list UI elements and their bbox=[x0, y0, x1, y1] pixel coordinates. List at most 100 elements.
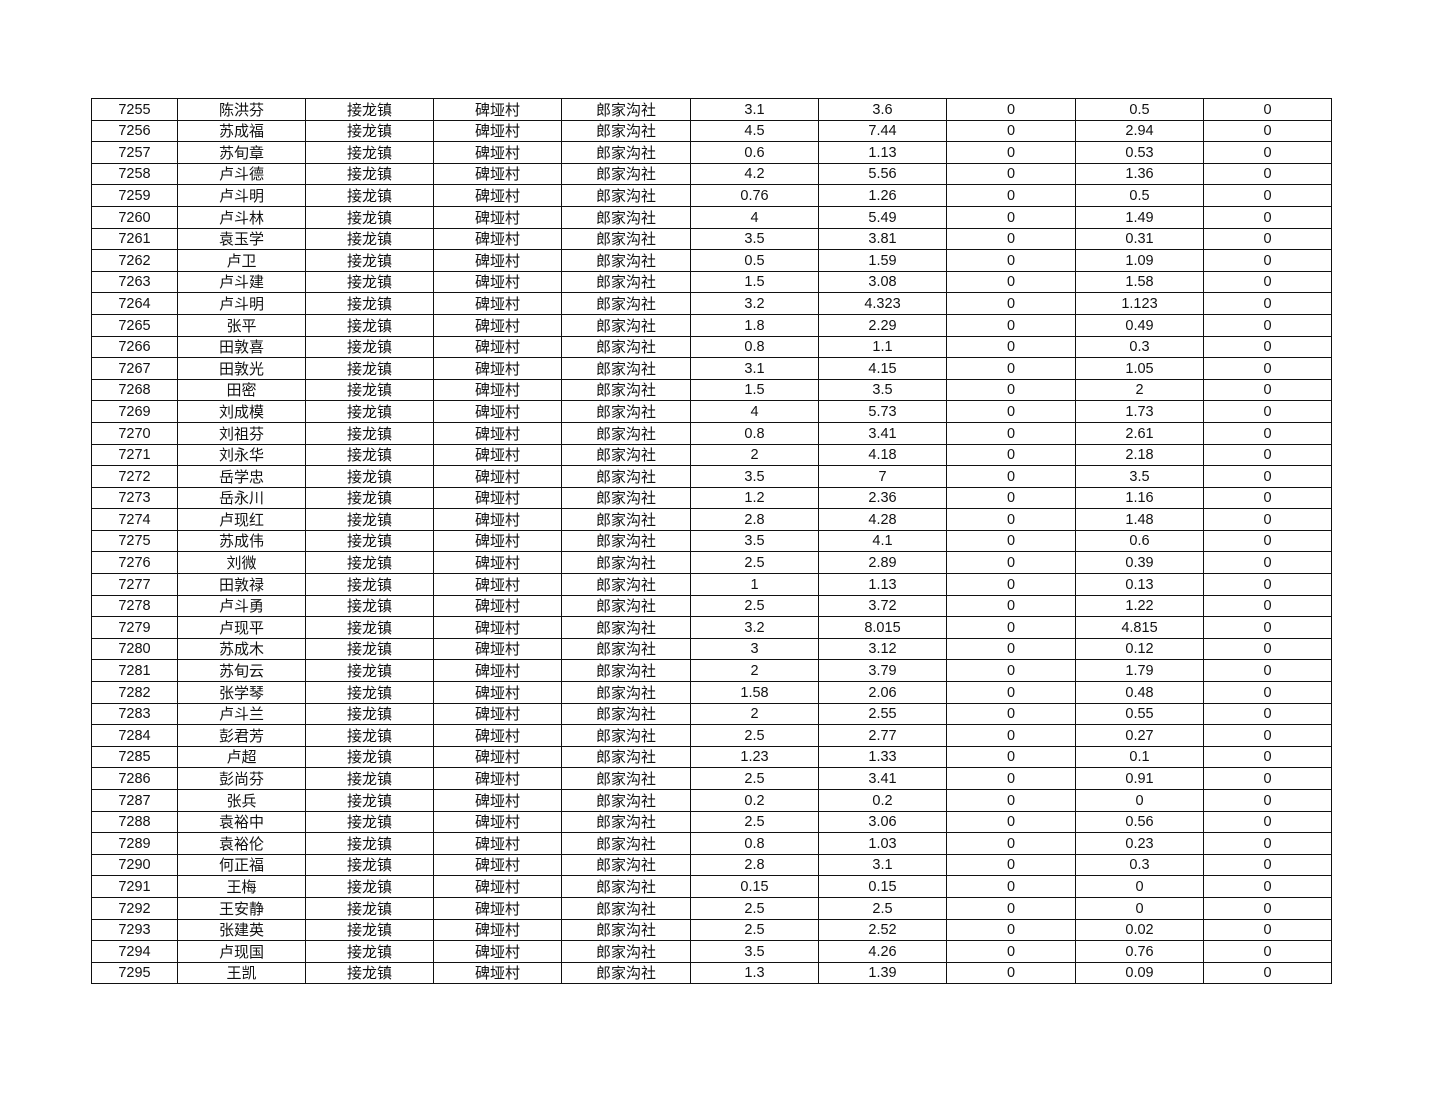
cell-town: 接龙镇 bbox=[305, 918, 434, 942]
cell-group: 郎家沟社 bbox=[561, 594, 691, 618]
cell-col-7: 2.52 bbox=[818, 918, 947, 942]
cell-name: 卢现平 bbox=[177, 616, 306, 639]
cell-name: 陈洪芬 bbox=[177, 98, 306, 121]
cell-name: 卢斗勇 bbox=[177, 594, 306, 618]
cell-col-8: 0 bbox=[946, 810, 1076, 834]
cell-town: 接龙镇 bbox=[305, 659, 434, 683]
cell-town: 接龙镇 bbox=[305, 896, 434, 920]
cell-col-10: 0 bbox=[1203, 335, 1332, 359]
cell-col-10: 0 bbox=[1203, 594, 1332, 618]
cell-col-8: 0 bbox=[946, 529, 1076, 553]
cell-col-7: 7 bbox=[818, 465, 947, 488]
cell-id: 7272 bbox=[91, 465, 178, 488]
cell-col-6: 2.5 bbox=[690, 918, 819, 942]
cell-col-10: 0 bbox=[1203, 400, 1332, 423]
cell-village: 碑垭村 bbox=[433, 335, 562, 359]
cell-group: 郎家沟社 bbox=[561, 270, 691, 294]
cell-group: 郎家沟社 bbox=[561, 681, 691, 704]
cell-col-10: 0 bbox=[1203, 421, 1332, 445]
cell-col-8: 0 bbox=[946, 875, 1076, 898]
cell-col-10: 0 bbox=[1203, 767, 1332, 790]
cell-col-6: 2 bbox=[690, 443, 819, 467]
cell-village: 碑垭村 bbox=[433, 313, 562, 337]
cell-col-6: 2 bbox=[690, 659, 819, 683]
cell-name: 苏旬章 bbox=[177, 141, 306, 164]
cell-name: 田敦喜 bbox=[177, 335, 306, 359]
cell-col-7: 3.41 bbox=[818, 767, 947, 790]
cell-col-6: 1.8 bbox=[690, 313, 819, 337]
cell-col-6: 3.5 bbox=[690, 227, 819, 251]
cell-group: 郎家沟社 bbox=[561, 335, 691, 359]
cell-id: 7280 bbox=[91, 637, 178, 661]
cell-col-10: 0 bbox=[1203, 853, 1332, 877]
cell-id: 7293 bbox=[91, 918, 178, 942]
cell-village: 碑垭村 bbox=[433, 508, 562, 531]
cell-col-6: 3.1 bbox=[690, 357, 819, 380]
table-row: 7259 卢斗明 接龙镇 碑垭村 郎家沟社 0.76 1.26 0 0.5 0 bbox=[91, 184, 1332, 207]
cell-col-8: 0 bbox=[946, 594, 1076, 618]
cell-village: 碑垭村 bbox=[433, 875, 562, 898]
cell-col-9: 0.55 bbox=[1075, 702, 1204, 726]
cell-group: 郎家沟社 bbox=[561, 724, 691, 747]
cell-col-8: 0 bbox=[946, 98, 1076, 121]
cell-village: 碑垭村 bbox=[433, 98, 562, 121]
cell-col-8: 0 bbox=[946, 184, 1076, 207]
cell-col-9: 0.31 bbox=[1075, 227, 1204, 251]
cell-col-6: 1.2 bbox=[690, 486, 819, 510]
cell-col-6: 4 bbox=[690, 205, 819, 229]
cell-town: 接龙镇 bbox=[305, 98, 434, 121]
cell-village: 碑垭村 bbox=[433, 119, 562, 143]
cell-town: 接龙镇 bbox=[305, 681, 434, 704]
table-body: 7255 陈洪芬 接龙镇 碑垭村 郎家沟社 3.1 3.6 0 0.5 0 7256 苏成福 接龙镇 碑垭… bbox=[91, 98, 1332, 985]
cell-col-8: 0 bbox=[946, 119, 1076, 143]
cell-town: 接龙镇 bbox=[305, 357, 434, 380]
cell-town: 接龙镇 bbox=[305, 853, 434, 877]
cell-col-10: 0 bbox=[1203, 119, 1332, 143]
cell-town: 接龙镇 bbox=[305, 551, 434, 575]
cell-name: 彭尚芬 bbox=[177, 767, 306, 790]
cell-town: 接龙镇 bbox=[305, 961, 434, 985]
cell-col-7: 2.29 bbox=[818, 313, 947, 337]
cell-name: 苏成福 bbox=[177, 119, 306, 143]
cell-name: 张学琴 bbox=[177, 681, 306, 704]
cell-name: 王安静 bbox=[177, 896, 306, 920]
cell-col-6: 1.58 bbox=[690, 681, 819, 704]
cell-col-8: 0 bbox=[946, 702, 1076, 726]
cell-id: 7270 bbox=[91, 421, 178, 445]
cell-village: 碑垭村 bbox=[433, 573, 562, 596]
cell-name: 田敦禄 bbox=[177, 573, 306, 596]
cell-id: 7291 bbox=[91, 875, 178, 898]
cell-col-9: 0.5 bbox=[1075, 98, 1204, 121]
cell-col-8: 0 bbox=[946, 637, 1076, 661]
cell-col-9: 1.16 bbox=[1075, 486, 1204, 510]
cell-col-7: 4.323 bbox=[818, 292, 947, 315]
cell-name: 卢斗明 bbox=[177, 184, 306, 207]
cell-group: 郎家沟社 bbox=[561, 896, 691, 920]
cell-col-8: 0 bbox=[946, 832, 1076, 855]
table-row: 7278 卢斗勇 接龙镇 碑垭村 郎家沟社 2.5 3.72 0 1.22 0 bbox=[91, 594, 1332, 618]
cell-id: 7260 bbox=[91, 205, 178, 229]
cell-group: 郎家沟社 bbox=[561, 961, 691, 985]
cell-col-8: 0 bbox=[946, 616, 1076, 639]
cell-col-7: 1.33 bbox=[818, 745, 947, 769]
cell-col-9: 1.48 bbox=[1075, 508, 1204, 531]
cell-name: 卢斗兰 bbox=[177, 702, 306, 726]
cell-village: 碑垭村 bbox=[433, 205, 562, 229]
table-row: 7288 袁裕中 接龙镇 碑垭村 郎家沟社 2.5 3.06 0 0.56 0 bbox=[91, 810, 1332, 834]
table-row: 7274 卢现红 接龙镇 碑垭村 郎家沟社 2.8 4.28 0 1.48 0 bbox=[91, 508, 1332, 531]
table-row: 7292 王安静 接龙镇 碑垭村 郎家沟社 2.5 2.5 0 0 0 bbox=[91, 896, 1332, 920]
cell-col-10: 0 bbox=[1203, 141, 1332, 164]
cell-col-6: 3.1 bbox=[690, 98, 819, 121]
cell-group: 郎家沟社 bbox=[561, 918, 691, 942]
table-row: 7282 张学琴 接龙镇 碑垭村 郎家沟社 1.58 2.06 0 0.48 0 bbox=[91, 681, 1332, 704]
cell-town: 接龙镇 bbox=[305, 335, 434, 359]
cell-col-6: 0.15 bbox=[690, 875, 819, 898]
cell-group: 郎家沟社 bbox=[561, 810, 691, 834]
cell-town: 接龙镇 bbox=[305, 162, 434, 186]
cell-col-6: 3.2 bbox=[690, 616, 819, 639]
cell-town: 接龙镇 bbox=[305, 465, 434, 488]
cell-name: 岳学忠 bbox=[177, 465, 306, 488]
cell-group: 郎家沟社 bbox=[561, 702, 691, 726]
cell-town: 接龙镇 bbox=[305, 724, 434, 747]
cell-col-9: 0.39 bbox=[1075, 551, 1204, 575]
